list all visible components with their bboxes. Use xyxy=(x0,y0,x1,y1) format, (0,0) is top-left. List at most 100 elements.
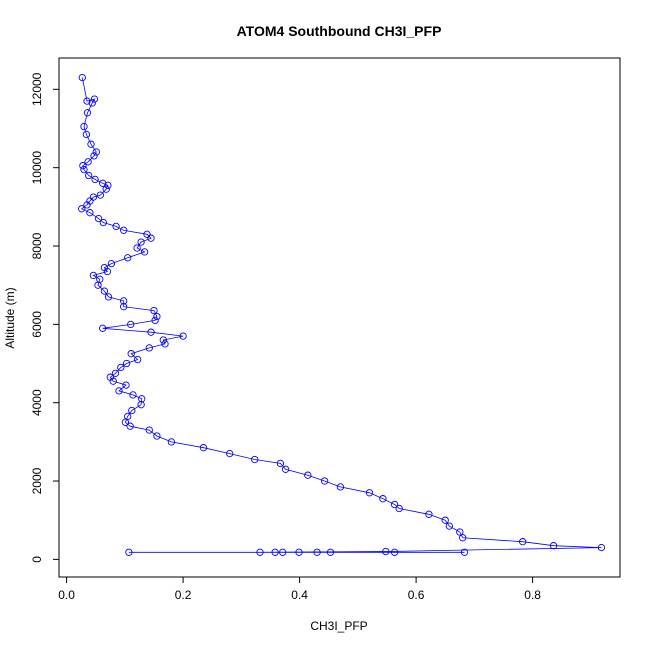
data-point xyxy=(145,344,153,352)
data-point xyxy=(120,226,128,234)
data-point xyxy=(83,109,92,117)
data-point xyxy=(99,324,107,332)
plot-frame xyxy=(58,57,621,578)
data-point xyxy=(147,328,155,336)
data-point xyxy=(78,73,86,82)
data-point xyxy=(121,418,130,426)
data-point xyxy=(100,287,109,295)
data-point xyxy=(145,426,153,434)
data-point xyxy=(88,99,96,107)
data-point xyxy=(115,387,123,395)
data-point xyxy=(179,332,187,340)
data-point xyxy=(90,95,99,103)
data-point xyxy=(122,381,130,389)
data-point xyxy=(94,281,102,289)
data-point xyxy=(80,165,88,174)
data-point xyxy=(120,297,128,305)
y-tick-label: 8000 xyxy=(30,232,44,259)
data-point xyxy=(147,234,155,242)
data-point xyxy=(83,97,91,105)
data-point xyxy=(167,438,176,446)
data-point xyxy=(276,459,285,468)
data-point xyxy=(199,444,208,452)
data-point xyxy=(326,548,335,556)
data-point xyxy=(279,548,287,556)
data-point xyxy=(137,238,145,246)
data-point xyxy=(111,369,120,377)
data-point xyxy=(159,336,167,344)
data-point xyxy=(84,158,92,166)
data-point xyxy=(161,340,169,348)
data-point xyxy=(112,222,120,231)
data-point xyxy=(94,214,103,223)
data-point xyxy=(90,152,98,160)
data-point xyxy=(445,522,453,530)
data-point xyxy=(117,363,125,372)
data-point xyxy=(124,254,132,262)
data-point xyxy=(104,293,113,301)
data-point xyxy=(137,401,145,409)
data-point xyxy=(320,477,329,485)
y-tick-label: 10000 xyxy=(30,151,44,185)
data-point xyxy=(150,306,158,315)
x-tick-label: 0.8 xyxy=(524,588,541,602)
data-point xyxy=(395,504,403,513)
data-point xyxy=(127,350,135,358)
data-point xyxy=(313,548,321,556)
y-tick-label: 6000 xyxy=(30,311,44,338)
data-point xyxy=(151,316,159,325)
data-point xyxy=(129,391,137,399)
data-point xyxy=(456,528,464,536)
y-axis: 0 2000 4000 6000 8000 10000 12000 xyxy=(30,72,59,563)
data-point xyxy=(82,130,91,139)
y-tick-label: 0 xyxy=(30,556,44,563)
data-point xyxy=(103,267,112,276)
data-point xyxy=(120,303,128,311)
data-point xyxy=(519,538,527,546)
data-point xyxy=(126,422,134,430)
x-tick-label: 0.0 xyxy=(58,588,75,602)
data-point xyxy=(459,534,467,542)
data-point xyxy=(271,548,279,556)
data-point xyxy=(281,465,290,473)
series-line xyxy=(80,77,602,553)
data-point xyxy=(304,471,312,479)
y-tick-label: 4000 xyxy=(30,389,44,416)
data-point xyxy=(96,191,105,199)
data-point xyxy=(549,542,558,550)
x-tick-label: 0.4 xyxy=(291,588,308,602)
data-point xyxy=(153,432,161,440)
data-point xyxy=(390,548,399,556)
data-point xyxy=(99,218,107,227)
data-point xyxy=(86,209,94,217)
data-point xyxy=(92,148,100,156)
y-axis-label: Altitude (m) xyxy=(3,287,17,348)
data-point xyxy=(153,312,161,321)
data-point xyxy=(336,483,345,491)
data-point xyxy=(133,355,142,364)
data-point xyxy=(127,320,135,329)
data-point xyxy=(78,205,86,213)
data-point xyxy=(91,175,99,184)
data-point xyxy=(382,547,390,556)
x-axis-label: CH3I_PFP xyxy=(310,619,367,633)
chart-title: ATOM4 Southbound CH3I_PFP xyxy=(237,23,442,39)
data-point xyxy=(99,179,107,187)
data-point xyxy=(102,185,110,193)
data-point xyxy=(87,140,95,148)
data-point xyxy=(83,201,91,209)
data-point xyxy=(107,259,116,268)
data-point xyxy=(104,181,112,189)
data-point xyxy=(138,395,146,403)
data-point xyxy=(140,248,149,256)
data-point xyxy=(390,500,399,509)
data-point xyxy=(251,455,259,464)
data-point xyxy=(122,359,131,368)
data-point xyxy=(85,171,93,180)
x-tick-label: 0.2 xyxy=(175,588,192,602)
data-point xyxy=(79,162,87,170)
data-point xyxy=(425,510,433,518)
data-point xyxy=(89,271,98,280)
